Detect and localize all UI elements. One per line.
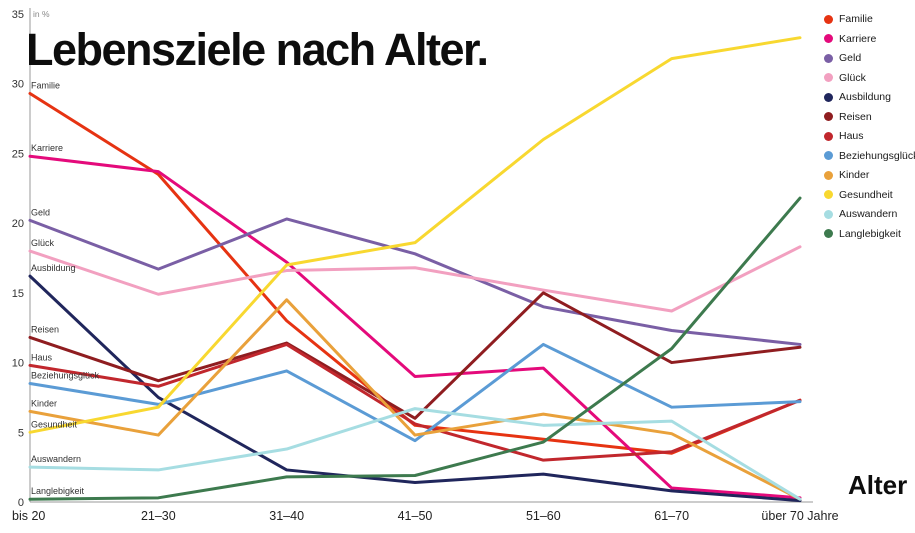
series-line-Beziehungsglück <box>28 342 802 443</box>
series-line-Langlebigkeit <box>28 196 802 501</box>
legend-item: Beziehungsglück <box>824 150 915 162</box>
legend-item: Ausbildung <box>824 91 915 103</box>
legend-label: Langlebigkeit <box>839 227 901 240</box>
y-tick-label: 10 <box>12 358 24 370</box>
legend-item: Karriere <box>824 33 915 45</box>
series-start-label: Familie <box>31 80 60 90</box>
legend-item: Kinder <box>824 169 915 181</box>
legend-color-dot-icon <box>824 229 833 238</box>
legend-color-dot-icon <box>824 209 833 219</box>
series-start-label: Haus <box>31 352 53 362</box>
legend-item: Auswandern <box>824 208 915 220</box>
series-line-Karriere <box>28 154 802 500</box>
series-start-label: Glück <box>31 238 55 248</box>
x-tick-label: 61–70 <box>654 509 689 523</box>
legend-color-dot-icon <box>824 131 833 141</box>
x-tick-label: 21–30 <box>141 509 176 523</box>
legend-color-dot-icon <box>824 151 833 160</box>
series-start-label: Beziehungsglück <box>31 370 100 380</box>
legend-label: Familie <box>839 13 873 25</box>
series-start-label: Karriere <box>31 143 63 153</box>
legend-color-dot-icon <box>824 53 833 63</box>
legend-label: Karriere <box>839 32 877 45</box>
y-tick-label: 25 <box>12 148 24 160</box>
x-tick-label: über 70 Jahre <box>761 509 838 523</box>
legend-item: Haus <box>824 130 915 142</box>
legend-color-dot-icon <box>824 112 833 121</box>
series-line-Ausbildung <box>28 274 802 503</box>
legend-color-dot-icon <box>824 190 833 199</box>
series-line-Haus <box>28 342 802 462</box>
series-line-Kinder <box>28 298 802 501</box>
x-tick-label: 31–40 <box>269 509 304 523</box>
series-start-label: Geld <box>31 207 50 217</box>
chart-legend: Familie Karriere Geld Glück Ausbildung Reisen… <box>824 13 915 240</box>
legend-label: Haus <box>839 130 864 142</box>
legend-item: Reisen <box>824 111 915 123</box>
series-line-Geld <box>28 217 802 346</box>
legend-item: Familie <box>824 13 915 25</box>
y-tick-label: 30 <box>12 79 24 91</box>
x-tick-label: 41–50 <box>398 509 433 523</box>
legend-label: Gesundheit <box>839 188 893 201</box>
series-start-label: Gesundheit <box>31 419 78 429</box>
series-line-Glück <box>28 245 802 313</box>
legend-item: Glück <box>824 72 915 84</box>
legend-item: Langlebigkeit <box>824 228 915 240</box>
legend-color-dot-icon <box>824 34 833 43</box>
legend-label: Kinder <box>839 169 870 181</box>
legend-color-dot-icon <box>824 14 833 24</box>
legend-label: Reisen <box>839 110 872 123</box>
chart-title: Lebensziele nach Alter. <box>26 24 489 75</box>
y-tick-label: 0 <box>18 497 24 509</box>
y-tick-label: 15 <box>12 288 24 300</box>
legend-color-dot-icon <box>824 73 833 82</box>
y-tick-label: 35 <box>12 9 24 21</box>
legend-label: Auswandern <box>839 208 898 220</box>
series-start-label: Auswandern <box>31 454 81 464</box>
x-axis-title: Alter <box>848 470 908 500</box>
legend-label: Ausbildung <box>839 91 891 103</box>
series-line-Gesundheit <box>28 36 802 434</box>
series-start-label: Reisen <box>31 324 59 334</box>
legend-label: Geld <box>839 52 862 64</box>
x-tick-label: 51–60 <box>526 509 561 523</box>
legend-label: Beziehungsglück <box>839 149 915 162</box>
series-line-Familie <box>28 91 802 455</box>
series-start-label: Kinder <box>31 398 57 408</box>
legend-color-dot-icon <box>824 170 833 180</box>
legend-item: Geld <box>824 52 915 64</box>
series-start-label: Langlebigkeit <box>31 486 85 496</box>
y-unit-label: in % <box>33 9 50 19</box>
legend-label: Glück <box>839 71 866 84</box>
series-start-label: Ausbildung <box>31 263 76 273</box>
legend-item: Gesundheit <box>824 189 915 201</box>
y-tick-label: 20 <box>12 218 24 230</box>
legend-color-dot-icon <box>824 92 833 102</box>
series-line-Auswandern <box>28 407 802 501</box>
y-tick-label: 5 <box>18 427 24 439</box>
series-line-Reisen <box>28 291 802 420</box>
x-tick-label: bis 20 <box>12 509 45 523</box>
